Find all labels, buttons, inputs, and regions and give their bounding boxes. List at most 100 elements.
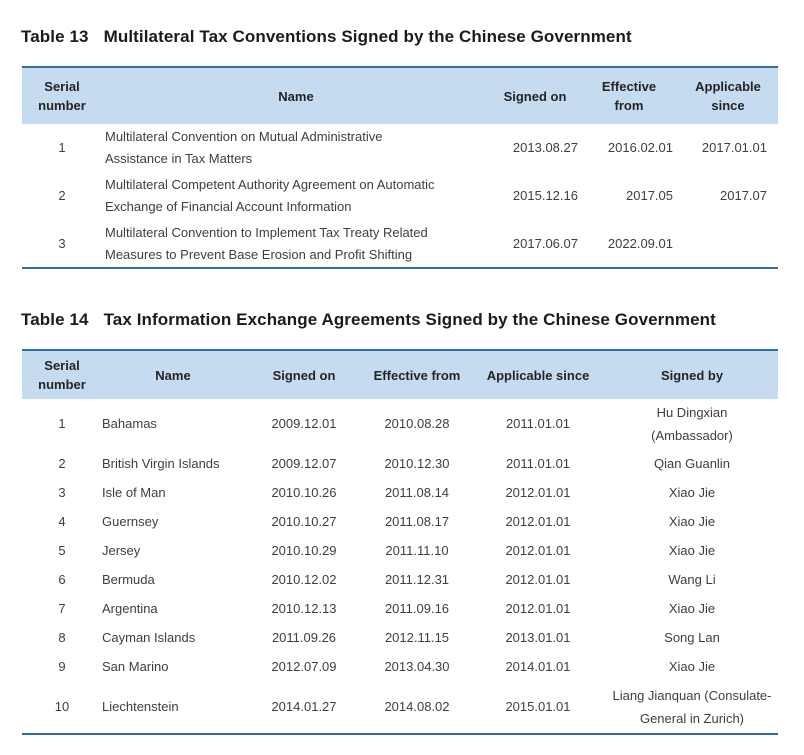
signed-on-cell: 2012.07.09 [271,658,337,674]
column-header-name: Name [102,350,244,399]
signed-by-cell: Xiao Jie [668,543,716,558]
column-header-signed-on: Signed on [490,67,580,124]
column-header-applicable-since: Applicable since [470,350,606,399]
serial-cell: 10 [54,699,70,714]
signed-by-cell: Liang Jianquan (Consulate- General in Zu… [612,688,772,726]
applicable-since-cell: 2014.01.01 [505,658,571,674]
signed-on-cell: 2010.10.29 [271,542,337,558]
effective-from-cell: 2013.04.30 [384,658,450,674]
applicable-since-cell [678,220,778,268]
table13-header-row: Serial number Name Signed on Effective f… [22,67,778,124]
effective-from-cell: 2011.09.16 [384,600,450,616]
effective-from-cell: 2022.09.01 [607,235,673,251]
column-header-signed-on: Signed on [244,350,364,399]
name-cell: Bermuda [102,571,155,587]
table-row: 1 Multilateral Convention on Mutual Admi… [22,124,778,172]
effective-from-cell: 2010.08.28 [384,416,450,431]
effective-from-cell: 2011.08.17 [384,513,450,529]
table-row: 6 Bermuda 2010.12.02 2011.12.31 2012.01.… [22,565,778,594]
serial-cell: 9 [58,658,66,674]
signed-on-cell: 2014.01.27 [271,699,337,714]
table-row: 2 British Virgin Islands 2009.12.07 2010… [22,449,778,478]
column-header-effective-from: Effective from [580,67,678,124]
signed-on-cell: 2010.12.02 [271,571,337,587]
table13-header: Serial number Name Signed on Effective f… [22,67,778,124]
serial-cell: 6 [58,571,66,587]
column-header-applicable-since: Applicable since [678,67,778,124]
column-header-name: Name [102,67,490,124]
name-cell: Liechtenstein [102,699,179,714]
table-row: 5 Jersey 2010.10.29 2011.11.10 2012.01.0… [22,536,778,565]
serial-cell: 1 [58,140,66,155]
name-cell: British Virgin Islands [102,455,220,471]
table14-title-text: Tax Information Exchange Agreements Sign… [103,310,716,329]
effective-from-cell: 2011.12.31 [384,571,450,587]
effective-from-cell: 2017.05 [626,188,673,203]
name-cell: Multilateral Convention to Implement Tax… [105,224,428,262]
table14-header-row: Serial number Name Signed on Effective f… [22,350,778,399]
effective-from-cell: 2014.08.02 [384,699,450,714]
serial-cell: 5 [58,542,66,558]
applicable-since-cell: 2011.01.01 [505,455,571,471]
effective-from-cell: 2016.02.01 [607,140,673,155]
name-cell: Multilateral Competent Authority Agreeme… [105,177,435,214]
serial-cell: 7 [58,600,66,616]
table13-title-text: Multilateral Tax Conventions Signed by t… [103,27,632,46]
applicable-since-cell: 2012.01.01 [505,571,571,587]
serial-cell: 4 [58,513,66,529]
name-cell: Isle of Man [102,484,166,500]
column-header-signed-by: Signed by [606,350,778,399]
table14-title-label: Table 14 [21,310,89,329]
applicable-since-cell: 2017.07 [720,188,767,203]
table-row: 4 Guernsey 2010.10.27 2011.08.17 2012.01… [22,507,778,536]
document-page: Table 13 Multilateral Tax Conventions Sig… [21,27,804,735]
applicable-since-cell: 2012.01.01 [505,513,571,529]
name-cell: Guernsey [102,513,159,529]
signed-on-cell: 2011.09.26 [271,629,337,645]
serial-cell: 3 [58,235,66,251]
table14-tax-information-exchange-agreements: Serial number Name Signed on Effective f… [22,349,778,735]
serial-cell: 8 [58,629,66,645]
table14-title: Table 14 Tax Information Exchange Agreeme… [21,310,804,330]
applicable-since-cell: 2012.01.01 [505,484,571,500]
signed-by-cell: Xiao Jie [668,485,716,500]
signed-by-cell: Song Lan [664,630,720,645]
column-header-serial-number: Serial number [22,67,102,124]
signed-by-cell: Wang Li [668,572,716,587]
effective-from-cell: 2010.12.30 [384,455,450,471]
signed-on-cell: 2015.12.16 [512,188,578,203]
serial-cell: 3 [58,484,66,500]
serial-cell: 2 [58,188,66,203]
serial-cell: 1 [58,416,66,431]
name-cell: Cayman Islands [102,629,196,645]
signed-on-cell: 2009.12.01 [271,416,337,431]
name-cell: San Marino [102,658,169,674]
table-row: 3 Multilateral Convention to Implement T… [22,220,778,268]
table14-body: 1 Bahamas 2009.12.01 2010.08.28 2011.01.… [22,399,778,734]
applicable-since-cell: 2012.01.01 [505,542,571,558]
name-cell: Bahamas [102,416,157,431]
name-cell: Multilateral Convention on Mutual Admini… [105,129,383,166]
signed-by-cell: Xiao Jie [668,659,716,674]
applicable-since-cell: 2015.01.01 [505,699,571,714]
table-row: 7 Argentina 2010.12.13 2011.09.16 2012.0… [22,594,778,623]
table-row: 3 Isle of Man 2010.10.26 2011.08.14 2012… [22,478,778,507]
applicable-since-cell: 2012.01.01 [505,600,571,616]
signed-on-cell: 2010.10.26 [271,484,337,500]
table-row: 10 Liechtenstein 2014.01.27 2014.08.02 2… [22,681,778,734]
signed-by-cell: Xiao Jie [668,601,716,616]
signed-by-cell: Hu Dingxian (Ambassador) [651,405,733,443]
name-cell: Jersey [102,542,141,558]
signed-on-cell: 2013.08.27 [512,140,578,155]
effective-from-cell: 2011.08.14 [384,484,450,500]
effective-from-cell: 2012.11.15 [384,629,450,645]
name-cell: Argentina [102,600,158,616]
table-row: 9 San Marino 2012.07.09 2013.04.30 2014.… [22,652,778,681]
applicable-since-cell: 2017.01.01 [701,140,767,155]
column-header-serial-number: Serial number [22,350,102,399]
applicable-since-cell: 2013.01.01 [505,629,571,645]
applicable-since-cell: 2011.01.01 [505,416,571,431]
signed-by-cell: Xiao Jie [668,514,716,529]
effective-from-cell: 2011.11.10 [385,542,449,558]
table13-title-label: Table 13 [21,27,89,46]
